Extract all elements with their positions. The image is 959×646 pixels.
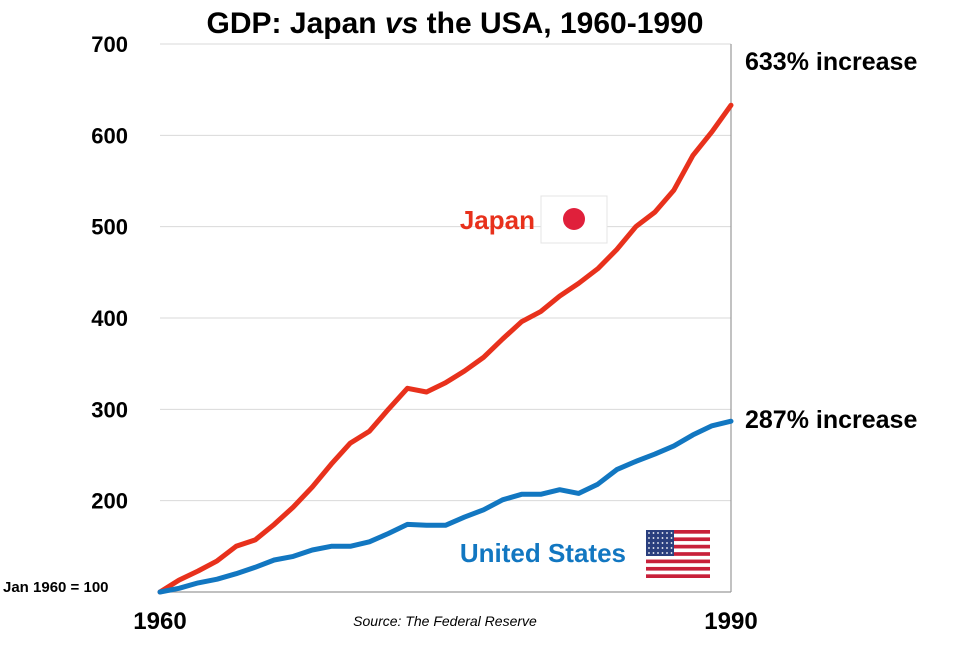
chart-title: GDP: Japan vs the USA, 1960-1990 [207, 7, 704, 40]
source-note: Source: The Federal Reserve [353, 613, 537, 629]
gridlines [160, 43, 731, 502]
x-axis-ticks: 1960 1990 [133, 608, 757, 635]
increase-annotation: 287% increase [745, 406, 917, 434]
y-tick-label: 200 [91, 489, 128, 514]
series-line-1 [157, 418, 734, 595]
usa-flag-icon [646, 530, 710, 578]
y-tick-label: 400 [91, 306, 128, 331]
series-name-label: United States [460, 538, 626, 568]
y-tick-label: 500 [91, 215, 128, 240]
series-labels: Japan 633% increase United States 287% incr… [460, 48, 918, 568]
y-axis-ticks: 200 300 400 500 600 700 [91, 32, 128, 514]
base-note: Jan 1960 = 100 [3, 579, 109, 596]
y-tick-label: 600 [91, 123, 128, 148]
y-tick-label: 300 [91, 397, 128, 422]
increase-annotation: 633% increase [745, 48, 917, 76]
y-tick-label: 700 [91, 32, 128, 57]
x-tick-label: 1960 [133, 608, 186, 635]
series-name-label: Japan [460, 205, 535, 235]
series-lines [157, 102, 734, 595]
japan-flag-icon [540, 195, 608, 244]
series-line-0 [157, 102, 734, 595]
x-tick-label: 1990 [704, 608, 757, 635]
